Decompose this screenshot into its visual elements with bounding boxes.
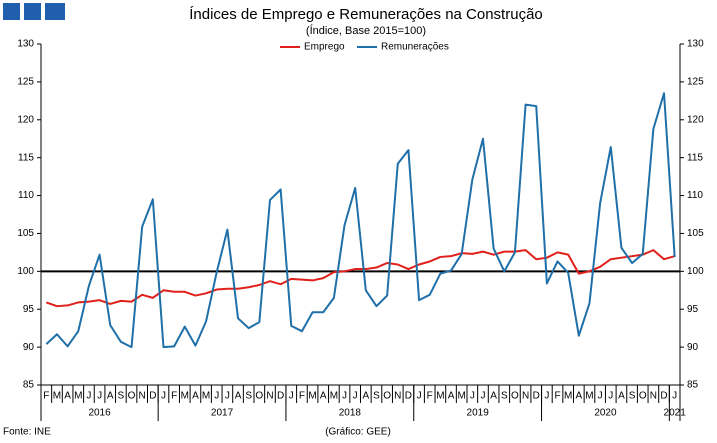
x-tick-label: A (448, 391, 455, 402)
y-tick-label: 120 (17, 114, 34, 125)
y-tick-label: 115 (18, 152, 34, 163)
x-tick-label: J (342, 391, 347, 402)
x-tick-label: M (330, 391, 338, 402)
x-tick-label: A (490, 391, 497, 402)
x-tick-label: J (598, 391, 603, 402)
x-tick-label: A (235, 391, 242, 402)
x-tick-label: M (436, 391, 444, 402)
y2-tick-label: 100 (687, 266, 704, 277)
y2-tick-label: 105 (687, 228, 704, 239)
x-tick-label: O (128, 391, 136, 402)
logo-square (3, 3, 20, 20)
x-tick-label: J (289, 391, 294, 402)
x-tick-label: D (149, 391, 156, 402)
x-tick-label: A (192, 391, 199, 402)
x-tick-label: M (53, 391, 61, 402)
y-tick-label: 110 (18, 190, 34, 201)
x-tick-label: J (544, 391, 549, 402)
x-tick-label: D (660, 391, 667, 402)
x-tick-label: N (650, 391, 657, 402)
year-label: 2017 (211, 408, 234, 419)
series-line (45, 249, 675, 308)
source: Fonte: INE (3, 427, 51, 438)
x-tick-label: J (86, 391, 91, 402)
x-tick-label: S (118, 391, 125, 402)
x-tick-label: O (383, 391, 391, 402)
y2-tick-label: 115 (687, 152, 703, 163)
x-tick-label: F (554, 391, 560, 402)
x-tick-label: J (353, 391, 358, 402)
x-tick-label: S (373, 391, 380, 402)
x-tick-label: N (394, 391, 401, 402)
x-tick-label: J (608, 391, 613, 402)
y-tick-label: 95 (23, 304, 35, 315)
x-tick-label: N (139, 391, 146, 402)
x-tick-label: J (417, 391, 422, 402)
x-tick-label: J (672, 391, 677, 402)
x-tick-label: M (74, 391, 82, 402)
x-tick-label: F (299, 391, 305, 402)
x-tick-label: M (202, 391, 210, 402)
x-tick-label: F (43, 391, 49, 402)
x-tick-label: M (181, 391, 189, 402)
x-tick-label: J (97, 391, 102, 402)
series-line (45, 92, 676, 349)
x-tick-label: S (501, 391, 508, 402)
x-tick-label: J (214, 391, 219, 402)
logo-square (45, 3, 65, 20)
y-tick-label: 100 (17, 266, 34, 277)
x-tick-label: D (533, 391, 540, 402)
x-tick-label: J (470, 391, 475, 402)
x-tick-label: A (618, 391, 625, 402)
y-tick-label: 125 (17, 77, 34, 88)
x-tick-label: A (362, 391, 369, 402)
legend-label: Remunerações (381, 42, 449, 53)
x-tick-label: J (480, 391, 485, 402)
x-tick-label: O (639, 391, 647, 402)
x-tick-label: J (161, 391, 166, 402)
y2-tick-label: 120 (687, 114, 704, 125)
x-tick-label: M (564, 391, 572, 402)
x-tick-label: N (522, 391, 529, 402)
y-tick-label: 85 (23, 380, 35, 391)
x-tick-label: D (277, 391, 284, 402)
y2-tick-label: 95 (687, 304, 699, 315)
chart-subtitle: (Índice, Base 2015=100) (306, 24, 426, 37)
x-tick-label: M (585, 391, 593, 402)
x-tick-label: A (107, 391, 114, 402)
x-tick-label: A (320, 391, 327, 402)
year-label: 2016 (88, 408, 111, 419)
x-tick-label: D (405, 391, 412, 402)
y2-tick-label: 125 (687, 77, 704, 88)
year-label: 2019 (467, 408, 490, 419)
chart-title: Índices de Emprego e Remunerações na Con… (189, 6, 543, 23)
x-tick-label: O (511, 391, 519, 402)
year-label: 2018 (339, 408, 362, 419)
x-tick-label: A (64, 391, 71, 402)
y2-tick-label: 130 (687, 39, 704, 50)
x-tick-label: J (225, 391, 230, 402)
y-tick-label: 90 (23, 342, 35, 353)
y2-tick-label: 90 (687, 342, 699, 353)
year-label: 2020 (594, 408, 617, 419)
x-tick-label: S (245, 391, 252, 402)
y2-tick-label: 85 (687, 380, 699, 391)
y-tick-label: 105 (17, 228, 34, 239)
x-tick-label: M (458, 391, 466, 402)
x-tick-label: F (171, 391, 177, 402)
logo-square (24, 3, 41, 20)
y2-tick-label: 110 (687, 190, 703, 201)
y-tick-label: 130 (17, 39, 34, 50)
year-label: 2021 (664, 408, 687, 419)
x-tick-label: S (629, 391, 636, 402)
x-tick-label: M (308, 391, 316, 402)
x-tick-label: A (575, 391, 582, 402)
legend-label: Emprego (304, 42, 345, 53)
x-tick-label: N (266, 391, 273, 402)
x-tick-label: O (255, 391, 263, 402)
credit: (Gráfico: GEE) (325, 427, 391, 438)
x-tick-label: F (427, 391, 433, 402)
